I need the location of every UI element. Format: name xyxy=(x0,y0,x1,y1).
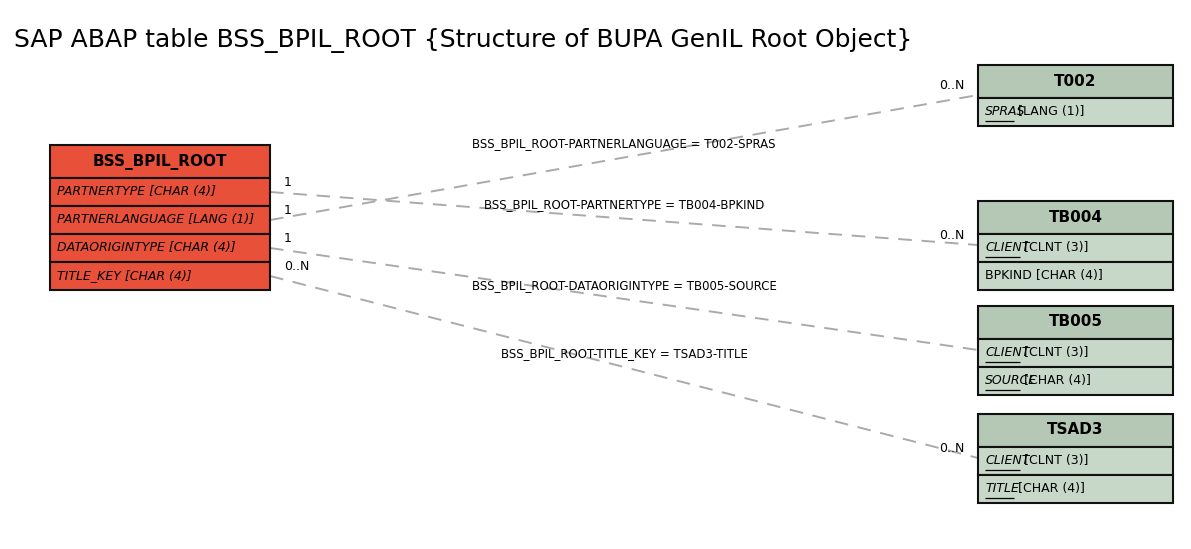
Text: 1: 1 xyxy=(283,204,292,217)
Bar xyxy=(50,234,270,262)
Text: [LANG (1)]: [LANG (1)] xyxy=(1014,105,1084,118)
Bar xyxy=(978,474,1173,502)
Text: [CHAR (4)]: [CHAR (4)] xyxy=(1019,374,1091,387)
Text: SAP ABAP table BSS_BPIL_ROOT {Structure of BUPA GenIL Root Object}: SAP ABAP table BSS_BPIL_ROOT {Structure … xyxy=(14,28,912,53)
Text: TITLE_KEY [CHAR (4)]: TITLE_KEY [CHAR (4)] xyxy=(57,270,192,283)
Bar xyxy=(978,305,1173,339)
Text: [CLNT (3)]: [CLNT (3)] xyxy=(1019,346,1089,359)
Text: SOURCE: SOURCE xyxy=(985,374,1037,387)
Text: BSS_BPIL_ROOT: BSS_BPIL_ROOT xyxy=(93,154,227,170)
Text: CLIENT: CLIENT xyxy=(985,346,1029,359)
Bar xyxy=(978,233,1173,261)
Text: TSAD3: TSAD3 xyxy=(1047,423,1104,438)
Bar xyxy=(978,261,1173,289)
Text: 0..N: 0..N xyxy=(939,442,964,455)
Bar xyxy=(978,200,1173,233)
Text: DATAORIGINTYPE [CHAR (4)]: DATAORIGINTYPE [CHAR (4)] xyxy=(57,242,236,255)
Bar xyxy=(50,262,270,290)
Bar xyxy=(50,206,270,234)
Bar xyxy=(50,145,270,178)
Bar xyxy=(978,339,1173,367)
Text: T002: T002 xyxy=(1054,74,1097,88)
Text: CLIENT: CLIENT xyxy=(985,241,1029,254)
Text: CLIENT: CLIENT xyxy=(985,454,1029,467)
Text: 1: 1 xyxy=(283,232,292,245)
Bar xyxy=(978,446,1173,474)
Text: BSS_BPIL_ROOT-DATAORIGINTYPE = TB005-SOURCE: BSS_BPIL_ROOT-DATAORIGINTYPE = TB005-SOU… xyxy=(472,279,777,292)
Bar xyxy=(978,413,1173,446)
Text: 0..N: 0..N xyxy=(939,229,964,242)
Bar xyxy=(978,64,1173,98)
Text: TB004: TB004 xyxy=(1048,210,1103,225)
Text: BSS_BPIL_ROOT-PARTNERLANGUAGE = T002-SPRAS: BSS_BPIL_ROOT-PARTNERLANGUAGE = T002-SPR… xyxy=(473,137,775,150)
Text: 1: 1 xyxy=(283,176,292,189)
Text: 0..N: 0..N xyxy=(939,79,964,92)
Text: SPRAS: SPRAS xyxy=(985,105,1025,118)
Text: TB005: TB005 xyxy=(1048,315,1103,329)
Text: PARTNERTYPE [CHAR (4)]: PARTNERTYPE [CHAR (4)] xyxy=(57,186,216,199)
Text: TITLE: TITLE xyxy=(985,482,1018,495)
Bar xyxy=(50,178,270,206)
Text: 0..N: 0..N xyxy=(283,260,310,273)
Text: [CLNT (3)]: [CLNT (3)] xyxy=(1019,241,1089,254)
Bar xyxy=(978,367,1173,395)
Text: [CLNT (3)]: [CLNT (3)] xyxy=(1019,454,1089,467)
Text: [CHAR (4)]: [CHAR (4)] xyxy=(1014,482,1085,495)
Text: PARTNERLANGUAGE [LANG (1)]: PARTNERLANGUAGE [LANG (1)] xyxy=(57,214,254,227)
Text: BSS_BPIL_ROOT-PARTNERTYPE = TB004-BPKIND: BSS_BPIL_ROOT-PARTNERTYPE = TB004-BPKIND xyxy=(484,199,765,211)
Text: BPKIND [CHAR (4)]: BPKIND [CHAR (4)] xyxy=(985,269,1103,282)
Text: BSS_BPIL_ROOT-TITLE_KEY = TSAD3-TITLE: BSS_BPIL_ROOT-TITLE_KEY = TSAD3-TITLE xyxy=(500,347,748,360)
Bar xyxy=(978,98,1173,126)
